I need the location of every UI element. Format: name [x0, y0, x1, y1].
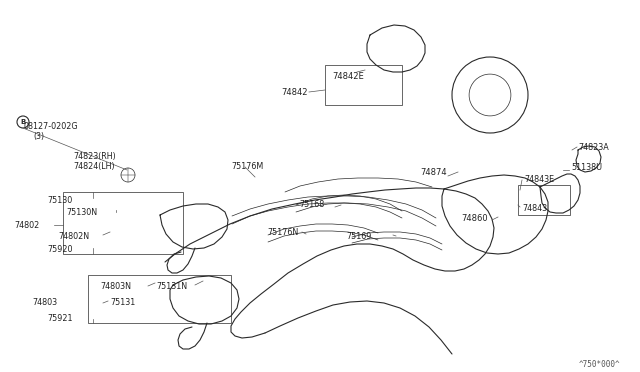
Text: 75131N: 75131N — [156, 282, 187, 291]
Text: 75920: 75920 — [47, 245, 72, 254]
Text: 75921: 75921 — [47, 314, 72, 323]
Text: 75176N: 75176N — [267, 228, 298, 237]
Text: 74842: 74842 — [281, 88, 307, 97]
Text: 74802N: 74802N — [58, 232, 89, 241]
Text: 74803: 74803 — [32, 298, 57, 307]
Text: 74803N: 74803N — [100, 282, 131, 291]
Bar — [325, 65, 402, 105]
Text: ^750*000^: ^750*000^ — [579, 360, 620, 369]
Text: 08127-0202G: 08127-0202G — [23, 122, 77, 131]
Text: 74802: 74802 — [14, 221, 39, 230]
Text: 75130N: 75130N — [66, 208, 97, 217]
Bar — [63, 192, 183, 254]
Text: 74843: 74843 — [522, 204, 547, 213]
Text: 74843E: 74843E — [524, 175, 554, 184]
Text: B: B — [20, 119, 26, 125]
Bar — [88, 275, 231, 323]
Text: (3): (3) — [33, 132, 44, 141]
Text: 74842E: 74842E — [332, 72, 364, 81]
Text: 74824(LH): 74824(LH) — [73, 162, 115, 171]
Text: 74823A: 74823A — [578, 143, 609, 152]
Text: 75130: 75130 — [47, 196, 72, 205]
Text: 51138U: 51138U — [571, 163, 602, 172]
Text: 75168: 75168 — [299, 200, 324, 209]
Text: 74874: 74874 — [420, 168, 447, 177]
Text: 75131: 75131 — [110, 298, 135, 307]
Text: 75176M: 75176M — [231, 162, 263, 171]
Bar — [518, 185, 570, 215]
Text: 75169: 75169 — [346, 232, 371, 241]
Text: 74860: 74860 — [461, 214, 488, 223]
Text: 74823(RH): 74823(RH) — [73, 152, 116, 161]
